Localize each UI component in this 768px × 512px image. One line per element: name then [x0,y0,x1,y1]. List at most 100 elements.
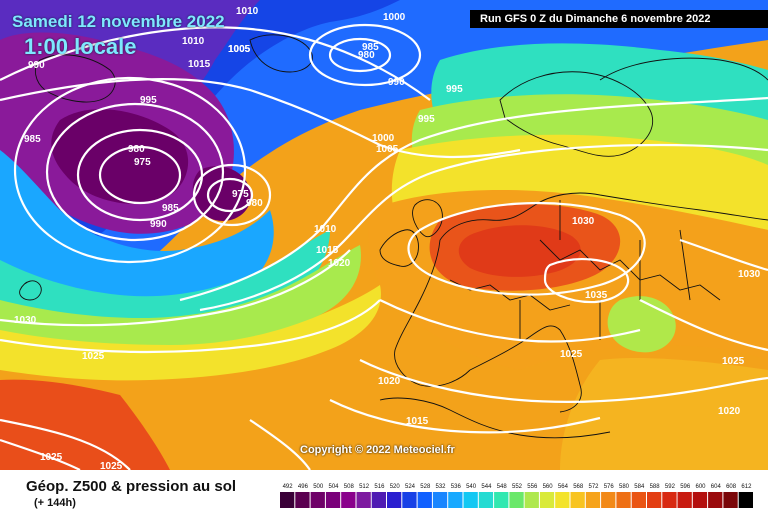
scale-swatch [356,492,371,508]
scale-tick-label: 516 [374,484,385,490]
date-title: Samedi 12 novembre 2022 [12,12,225,31]
scale-tick-label: 612 [741,484,752,490]
pressure-label: 985 [362,42,379,53]
scale-tick-label: 512 [359,484,370,490]
scale-tick-label: 556 [527,484,538,490]
scale-tick-label: 552 [512,484,523,490]
scale-swatch [616,492,631,508]
scale-swatch [555,492,570,508]
scale-swatch [371,492,386,508]
scale-tick-label: 508 [344,484,355,490]
scale-swatch [432,492,448,508]
pressure-label: 995 [446,84,463,95]
scale-swatch [631,492,646,508]
scale-swatch [448,492,463,508]
scale-tick-label: 504 [328,484,339,490]
scale-swatch [692,492,708,508]
pressure-label: 995 [140,95,157,106]
scale-tick-label: 564 [558,484,569,490]
pressure-label: 1025 [560,349,583,360]
pressure-label: 1020 [718,406,741,417]
scale-tick-label: 496 [298,484,309,490]
scale-tick-label: 588 [650,484,661,490]
scale-swatch [325,492,341,508]
scale-tick-label: 544 [481,484,492,490]
scale-tick-label: 500 [313,484,324,490]
scale-tick-label: 540 [466,484,477,490]
pressure-label: 1005 [376,144,399,155]
pressure-label: 1030 [738,269,761,280]
weather-map: 1010 1005 1000 1010 1005 1015 985 980 99… [0,0,768,470]
scale-swatch [295,492,310,508]
pressure-label: 1000 [383,12,406,23]
pressure-label-group: 1010 1005 1000 1010 1005 1015 985 980 99… [14,6,761,470]
pressure-label: 1015 [316,245,339,256]
isobars [0,23,768,470]
pressure-label: 980 [358,50,375,61]
scale-tick-label: 596 [680,484,691,490]
scale-swatch [494,492,509,508]
scale-swatch [509,492,524,508]
scale-tick-label: 592 [665,484,676,490]
scale-tick-label: 548 [497,484,508,490]
scale-swatch [677,492,692,508]
scale-swatch [708,492,723,508]
scale-swatch [310,492,325,508]
pressure-label: 995 [418,114,435,125]
scale-tick-label: 580 [619,484,630,490]
pressure-label: 1015 [188,59,211,70]
coastlines [19,34,768,439]
scale-tick-label: 560 [543,484,554,490]
scale-swatch [417,492,432,508]
geopotential-fill [0,0,768,470]
scale-tick-label: 520 [390,484,401,490]
pressure-label: 985 [162,203,179,214]
pressure-label: 1015 [406,416,429,427]
legend-subtitle: (+ 144h) [34,497,76,509]
pressure-label: 1035 [585,290,608,301]
scale-swatch [280,492,295,508]
pressure-label: 1025 [722,356,745,367]
pressure-label: 1000 [372,133,395,144]
scale-tick-label: 492 [283,484,294,490]
scale-tick-label: 608 [726,484,737,490]
scale-tick-label: 536 [451,484,462,490]
pressure-label: 980 [128,144,145,155]
scale-tick-label: 600 [695,484,706,490]
scale-swatch [341,492,356,508]
pressure-label: 985 [24,134,41,145]
pressure-label: 1025 [40,452,63,463]
pressure-label: 975 [232,189,249,200]
pressure-label: 990 [28,60,45,71]
pressure-label: 1025 [82,351,105,362]
pressure-label: 990 [150,219,167,230]
scale-swatch [647,492,662,508]
scale-swatch [662,492,677,508]
pressure-label: 1030 [14,315,37,326]
scale-swatch [524,492,539,508]
scale-swatch [402,492,417,508]
scale-swatch [463,492,478,508]
pressure-label: 990 [388,77,405,88]
scale-swatch [387,492,402,508]
pressure-label: 1005 [228,44,251,55]
scale-tick-label: 528 [420,484,431,490]
pressure-label: 1010 [236,6,259,17]
pressure-label: 1030 [572,216,595,227]
scale-swatch [601,492,616,508]
scale-swatch [539,492,555,508]
pressure-label: 975 [134,157,151,168]
scale-tick-label: 576 [604,484,615,490]
time-title: 1:00 locale [24,34,137,59]
pressure-label: 980 [246,198,263,209]
scale-tick-label: 604 [711,484,722,490]
scale-tick-label: 584 [634,484,645,490]
scale-swatch [585,492,601,508]
legend-title: Géop. Z500 & pression au sol [26,478,237,495]
scale-swatch [738,492,753,508]
scale-swatch [478,492,494,508]
pressure-label: 1005 [228,44,251,55]
copyright-text: Copyright © 2022 Meteociel.fr [300,444,455,456]
scale-tick-label: 524 [405,484,416,490]
